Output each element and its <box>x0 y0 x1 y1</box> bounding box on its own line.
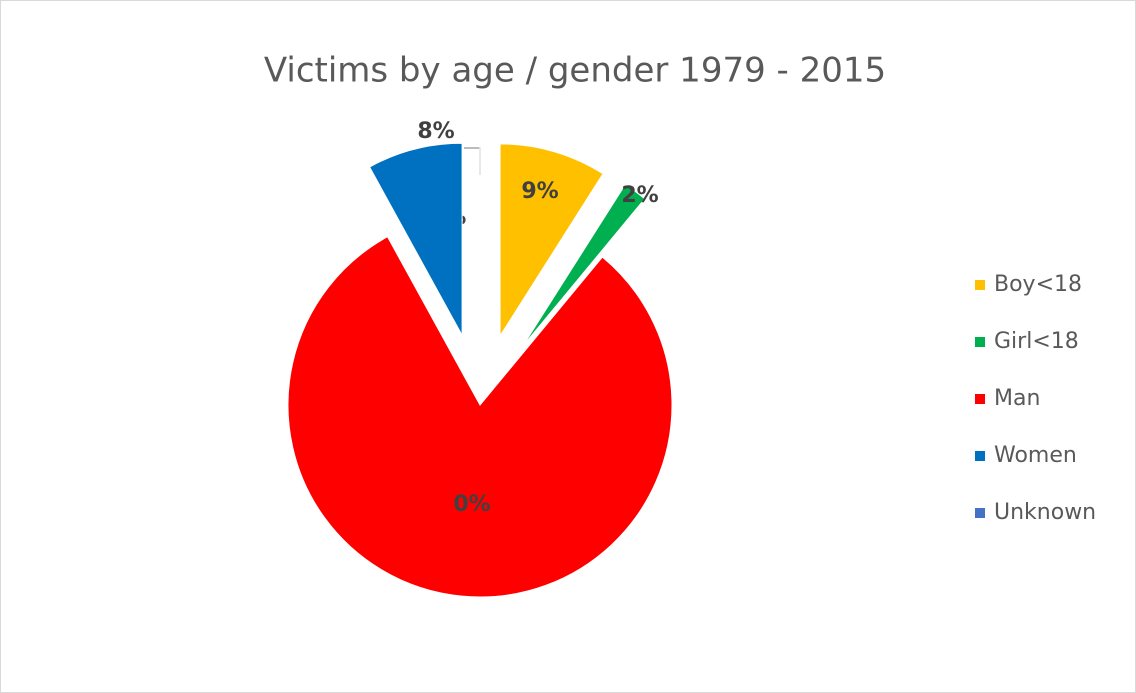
legend-label: Girl<18 <box>994 329 1079 354</box>
legend-swatch <box>975 451 985 461</box>
legend-swatch <box>975 508 985 518</box>
pie-slice <box>287 236 673 598</box>
pie-slice <box>368 142 463 336</box>
value-label: 8% <box>417 119 454 144</box>
chart-title: Victims by age / gender 1979 - 2015 <box>264 51 886 91</box>
legend-label: Man <box>994 386 1040 411</box>
value-label: 0% <box>453 492 490 517</box>
legend-swatch <box>975 280 985 290</box>
pie-slice <box>499 143 604 338</box>
value-label: 2% <box>621 183 658 208</box>
legend-swatch <box>975 394 985 404</box>
legend-label: Unknown <box>994 500 1096 525</box>
value-label: 9% <box>521 179 558 204</box>
legend-label: Women <box>994 443 1077 468</box>
legend-swatch <box>975 337 985 347</box>
legend-label: Boy<18 <box>994 272 1082 297</box>
pie-slice <box>521 183 646 348</box>
